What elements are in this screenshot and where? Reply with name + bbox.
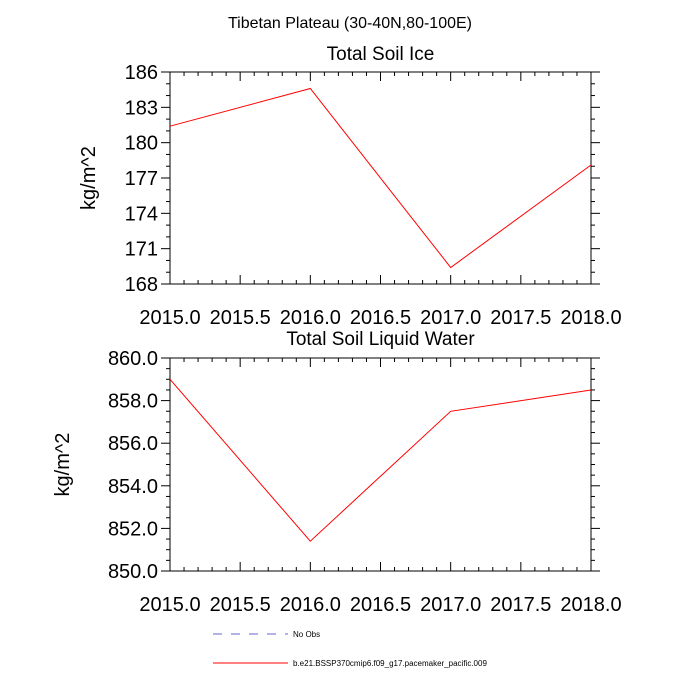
y-tick-label: 186 bbox=[125, 62, 158, 84]
y-tick-label: 177 bbox=[125, 168, 158, 190]
y-tick-label: 174 bbox=[125, 203, 158, 225]
y-axis-label: kg/m^2 bbox=[52, 433, 74, 497]
series-line bbox=[169, 378, 592, 542]
x-tick-label: 2015.5 bbox=[210, 307, 271, 329]
panel-title: Total Soil Liquid Water bbox=[286, 329, 475, 350]
plot-frame bbox=[169, 357, 592, 572]
x-tick-label: 2015.0 bbox=[139, 594, 200, 616]
series-line bbox=[169, 87, 592, 269]
y-tick-label: 180 bbox=[125, 133, 158, 155]
x-tick-label: 2015.5 bbox=[210, 594, 271, 616]
x-tick-label: 2015.0 bbox=[139, 307, 200, 329]
y-tick-label: 850.0 bbox=[108, 561, 158, 583]
y-tick-label: 168 bbox=[125, 274, 158, 296]
x-tick-label: 2017.5 bbox=[490, 307, 551, 329]
x-tick-label: 2016.5 bbox=[350, 307, 411, 329]
y-tick-label: 858.0 bbox=[108, 391, 158, 413]
y-tick-label: 852.0 bbox=[108, 518, 158, 540]
y-tick-label: 854.0 bbox=[108, 476, 158, 498]
panel-total-soil-ice: Total Soil Ice kg/m^2 2015.0 2015.5 2016.0 20… bbox=[78, 44, 622, 329]
legend-label: b.e21.BSSP370cmip6.f09_g17.pacemaker_pac… bbox=[293, 659, 487, 668]
x-tick-label: 2018.0 bbox=[560, 307, 621, 329]
y-tick-label: 171 bbox=[125, 239, 158, 261]
x-tick-label: 2017.0 bbox=[420, 594, 481, 616]
figure-title: Tibetan Plateau (30-40N,80-100E) bbox=[228, 15, 472, 32]
x-tick-label: 2017.0 bbox=[420, 307, 481, 329]
y-tick-label: 860.0 bbox=[108, 348, 158, 370]
panel-title: Total Soil Ice bbox=[327, 44, 435, 65]
panel-total-soil-liquid-water: Total Soil Liquid Water kg/m^2 2015.0 2015.… bbox=[52, 329, 622, 616]
legend-label: No Obs bbox=[293, 630, 320, 639]
x-tick-label: 2016.5 bbox=[350, 594, 411, 616]
y-tick-label: 856.0 bbox=[108, 433, 158, 455]
y-axis-label: kg/m^2 bbox=[78, 146, 100, 210]
legend: No Obs b.e21.BSSP370cmip6.f09_g17.pacemak… bbox=[213, 630, 487, 668]
x-tick-label: 2016.0 bbox=[280, 594, 341, 616]
y-tick-label: 183 bbox=[125, 97, 158, 119]
x-tick-label: 2018.0 bbox=[560, 594, 621, 616]
x-tick-label: 2017.5 bbox=[490, 594, 551, 616]
x-tick-label: 2016.0 bbox=[280, 307, 341, 329]
